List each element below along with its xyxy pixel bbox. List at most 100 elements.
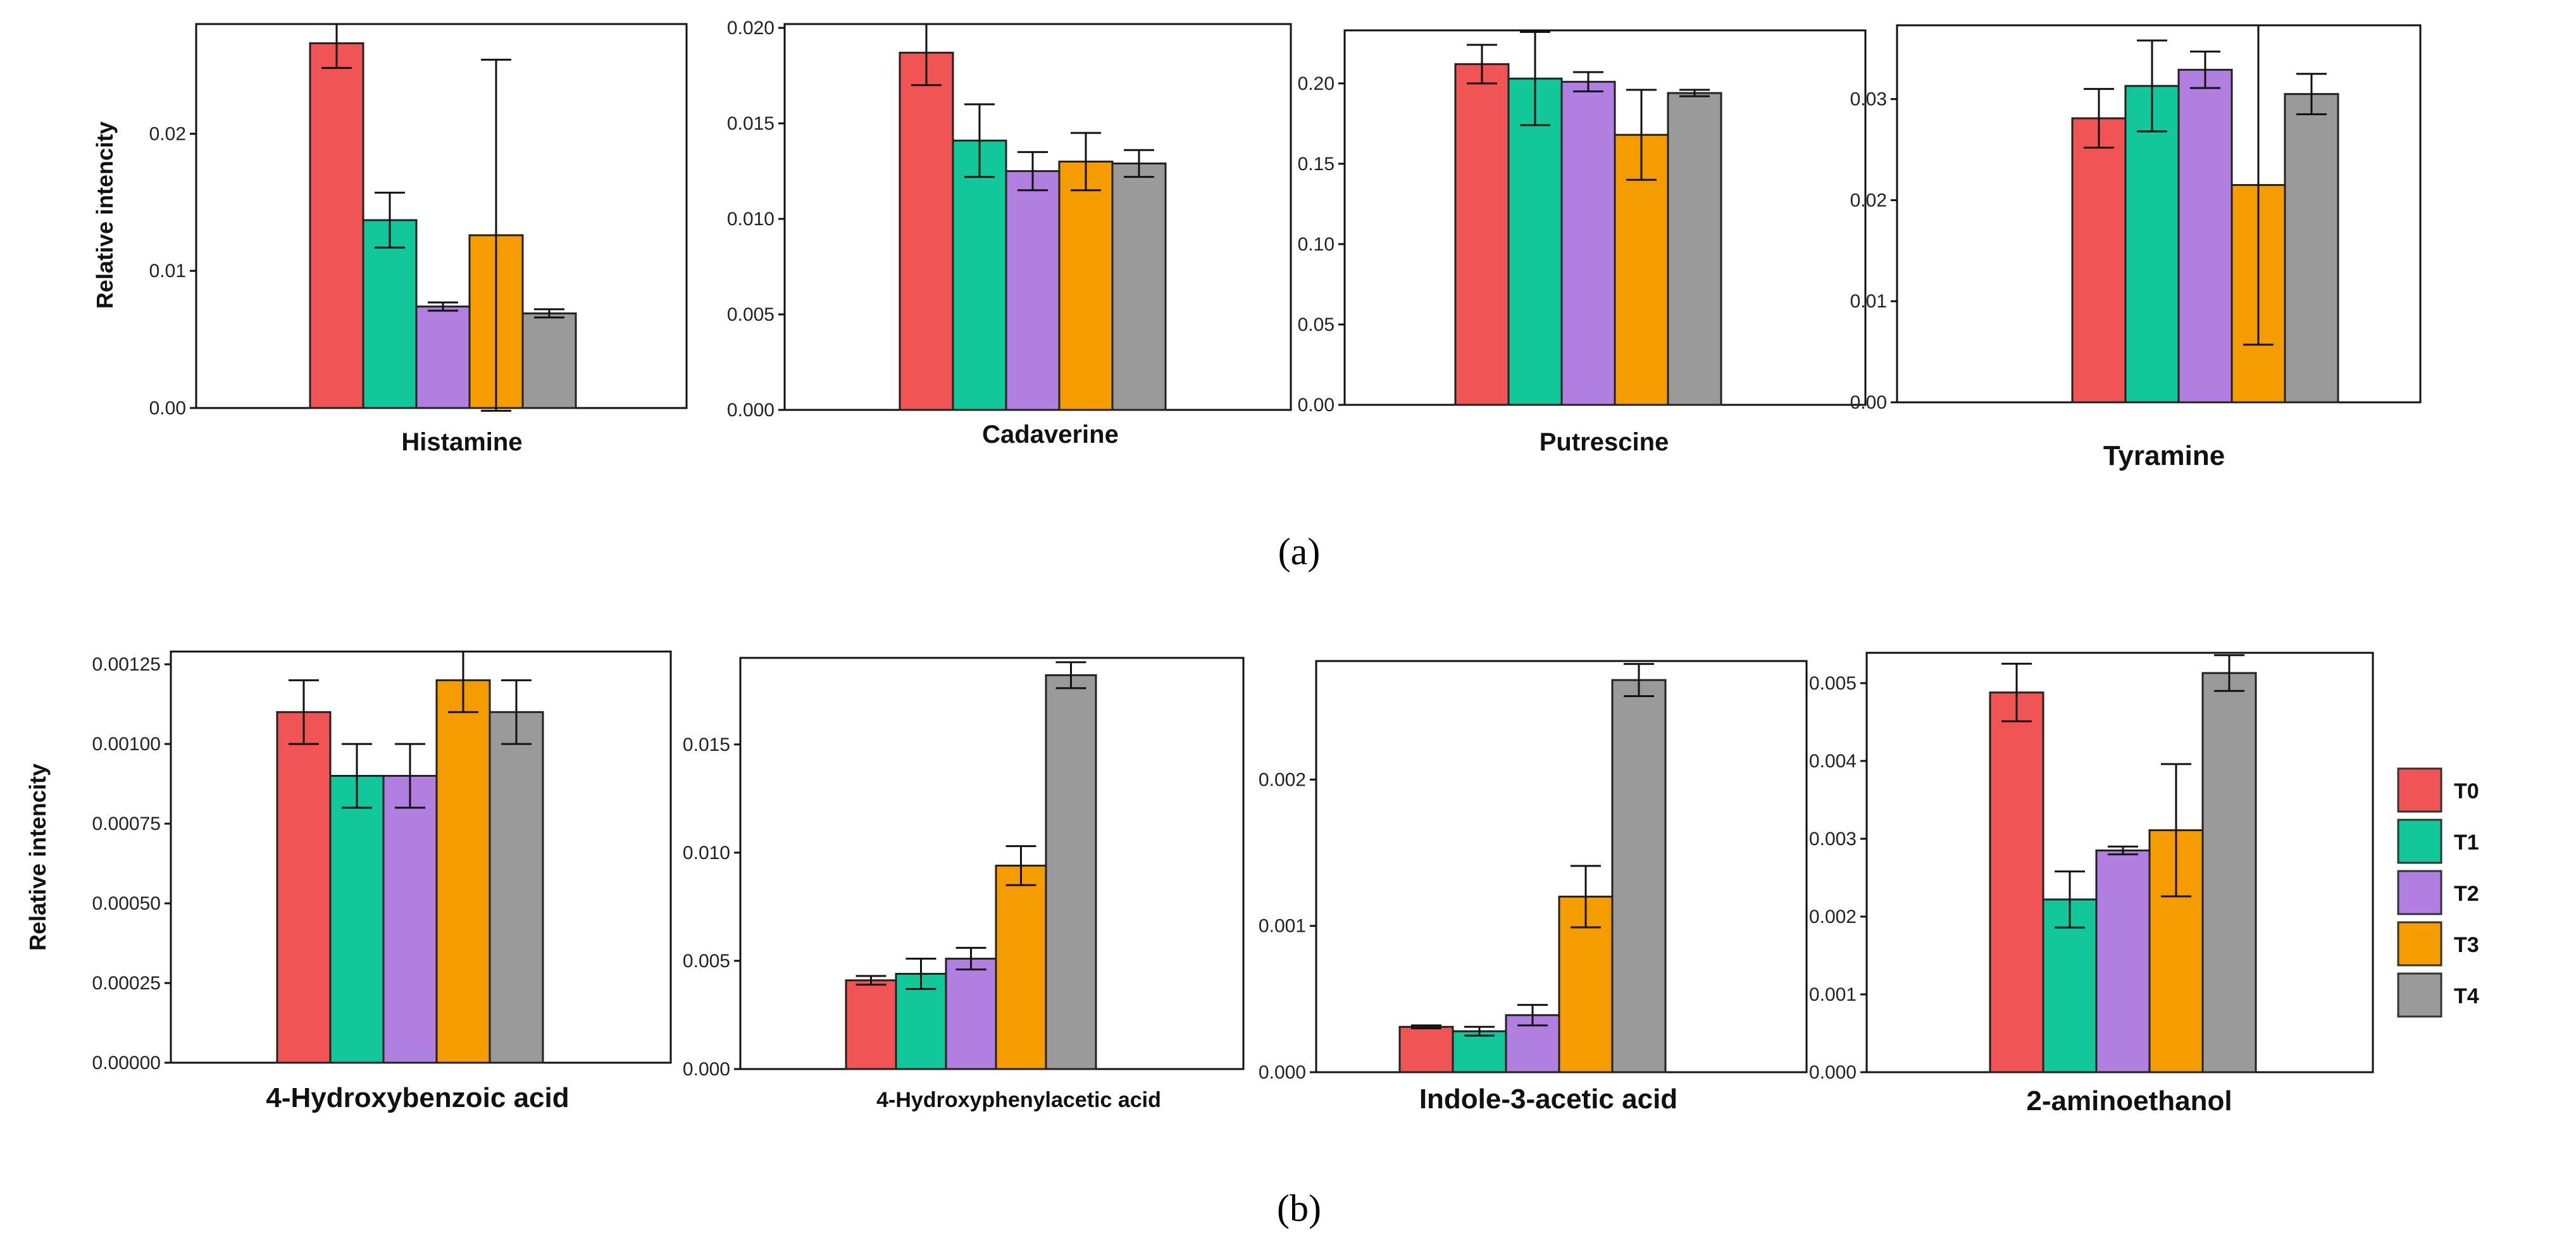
y-tick-label: 0.010	[683, 843, 730, 863]
y-tick-label: 0.002	[1259, 769, 1306, 790]
bar-t4	[521, 312, 577, 409]
y-tick-label: 0.00100	[92, 734, 161, 755]
y-tick-label: 0.005	[727, 304, 775, 325]
y-tick-label: 0.020	[727, 18, 775, 39]
bar-t4	[1045, 674, 1097, 1070]
y-axis-label: Relative intencity	[92, 121, 118, 309]
x-axis-label: Putrescine	[1540, 428, 1669, 456]
y-tick-label: 0.00075	[92, 813, 161, 834]
bar-t4	[1111, 162, 1167, 411]
y-tick-label: 0.00	[149, 398, 186, 419]
bar-t1	[1452, 1030, 1507, 1073]
legend-swatch-t0	[2397, 767, 2442, 813]
bar-t1	[952, 139, 1007, 411]
chart-4: 0.00 0.01 0.02 0.03 Tyramine	[1850, 24, 2422, 471]
bar-t1	[329, 775, 385, 1064]
x-axis-label: 4-Hydroxybenzoic acid	[266, 1082, 569, 1113]
y-tick-label: 0.010	[727, 209, 775, 230]
y-tick-label: 0.005	[683, 951, 730, 972]
bar-t2	[1560, 80, 1616, 406]
legend-swatch-t4	[2397, 972, 2442, 1018]
y-tick-label: 0.000	[683, 1059, 730, 1080]
y-tick-label: 0.00050	[92, 893, 161, 914]
y-tick-label: 0.000	[727, 400, 775, 421]
y-tick-label: 0.00	[1850, 392, 1887, 413]
bar-t0	[1989, 691, 2044, 1073]
y-tick-label: 0.015	[727, 113, 775, 134]
x-axis-label: 4-Hydroxyphenylacetic acid	[876, 1088, 1161, 1112]
bar-t2	[2177, 68, 2233, 404]
chart-5: 0.00000 0.00025 0.00050 0.00075 0.00100 0.001…	[25, 650, 672, 1113]
chart-8: 0.000 0.001 0.002 0.003 0.004 0.005 2-aminoeth…	[1809, 652, 2374, 1116]
chart-6: 0.000 0.005 0.010 0.015 4-Hydroxyphenylaceti…	[683, 657, 1245, 1112]
legend-label-t4: T4	[2454, 984, 2479, 1008]
chart-1: 0.00 0.01 0.02 Histamine Relative intencity	[92, 23, 688, 456]
bar-t2	[945, 958, 997, 1070]
bar-t0	[309, 42, 364, 409]
panel-label-a: (a)	[1278, 531, 1321, 572]
y-tick-label: 0.02	[1850, 190, 1887, 211]
panel-label-b: (b)	[1277, 1187, 1321, 1229]
bar-t4	[2201, 672, 2257, 1073]
legend-swatch-t1	[2397, 819, 2442, 864]
x-axis-label: 2-aminoethanol	[2026, 1085, 2232, 1116]
legend-swatch-t2	[2397, 870, 2442, 915]
bar-t0	[276, 711, 332, 1064]
legend-label-t2: T2	[2454, 882, 2479, 906]
y-tick-label: 0.005	[1809, 673, 1857, 694]
bar-t0	[1454, 63, 1510, 406]
y-tick-label: 0.00025	[92, 973, 161, 994]
y-tick-label: 0.01	[1850, 291, 1887, 312]
bar-t2	[2095, 849, 2151, 1073]
bar-t4	[1667, 92, 1722, 406]
legend-label-t3: T3	[2454, 933, 2479, 957]
chart-3: 0.00 0.05 0.10 0.15 0.20 Putrescine	[1298, 29, 1867, 456]
y-tick-label: 0.01	[149, 261, 186, 281]
bar-t3	[1058, 160, 1114, 411]
y-tick-label: 0.002	[1809, 906, 1857, 927]
bar-t1	[1507, 77, 1563, 406]
bar-t2	[382, 775, 438, 1064]
y-tick-label: 0.10	[1298, 234, 1335, 255]
legend-label-t0: T0	[2454, 779, 2479, 803]
y-tick-label: 0.00125	[92, 654, 161, 675]
bar-t2	[415, 306, 471, 409]
legend-swatch-t3	[2397, 921, 2442, 967]
bar-t0	[899, 51, 954, 411]
y-tick-label: 0.00	[1298, 395, 1335, 416]
y-tick-label: 0.001	[1809, 984, 1857, 1005]
bar-t2	[1005, 170, 1061, 411]
y-tick-label: 0.20	[1298, 73, 1335, 94]
y-tick-label: 0.000	[1809, 1062, 1857, 1083]
y-tick-label: 0.004	[1809, 751, 1857, 772]
y-tick-label: 0.05	[1298, 314, 1335, 335]
y-tick-label: 0.015	[683, 734, 730, 755]
y-tick-label: 0.00000	[92, 1053, 161, 1073]
bar-t3	[435, 679, 491, 1064]
x-axis-label: Tyramine	[2103, 440, 2225, 471]
bar-t4	[2284, 93, 2339, 404]
x-axis-label: Cadaverine	[982, 421, 1119, 448]
chart-7: 0.000 0.001 0.002 Indole-3-acetic acid	[1259, 660, 1808, 1115]
bar-t1	[2124, 85, 2180, 404]
y-tick-label: 0.02	[149, 123, 186, 144]
bar-t0	[845, 979, 897, 1070]
bar-t4	[488, 711, 544, 1064]
y-axis-label: Relative intencity	[25, 764, 51, 951]
y-tick-label: 0.03	[1850, 89, 1887, 110]
legend-label-t1: T1	[2454, 831, 2479, 855]
chart-2: 0.000 0.005 0.010 0.015 0.020 Cadaverine	[727, 18, 1292, 448]
y-tick-label: 0.000	[1259, 1062, 1306, 1083]
bar-t4	[1611, 679, 1667, 1073]
y-tick-label: 0.001	[1259, 916, 1306, 937]
y-tick-label: 0.003	[1809, 829, 1857, 850]
y-tick-label: 0.15	[1298, 154, 1335, 175]
legend: T0 T1 T2 T3 T4	[2397, 767, 2479, 1018]
x-axis-label: Indole-3-acetic acid	[1419, 1084, 1677, 1115]
bar-t0	[1398, 1025, 1454, 1073]
bar-t0	[2071, 117, 2127, 404]
x-axis-label: Histamine	[401, 428, 522, 456]
bar-t3	[995, 864, 1047, 1070]
